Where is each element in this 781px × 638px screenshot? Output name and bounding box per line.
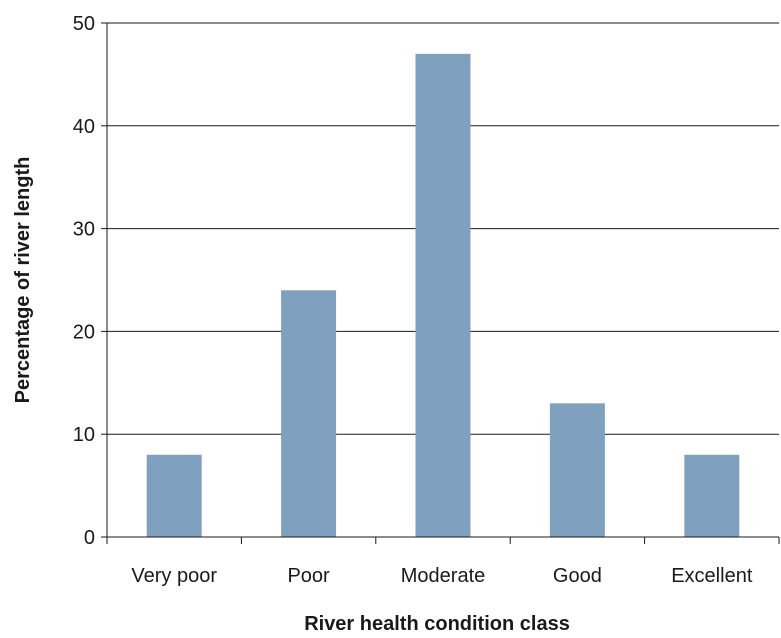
- y-axis-ticks: 0 10 20 30 40 50: [73, 13, 107, 549]
- bar-moderate: [415, 53, 471, 538]
- x-tick-label: Moderate: [401, 565, 486, 587]
- y-tick-label: 20: [73, 321, 95, 343]
- bar-very-poor: [146, 454, 202, 537]
- y-tick-label: 50: [73, 13, 95, 35]
- y-tick-label: 0: [84, 527, 95, 549]
- x-tick-label: Good: [553, 565, 602, 587]
- y-tick-label: 10: [73, 424, 95, 446]
- bar-good: [549, 403, 605, 537]
- x-axis-ticks: Very poor Poor Moderate Good Excellent: [106, 537, 780, 587]
- y-tick-label: 40: [73, 116, 95, 138]
- y-axis-title: Percentage of river length: [12, 157, 34, 404]
- x-tick-label: Excellent: [671, 565, 753, 587]
- x-tick-label: Poor: [287, 565, 330, 587]
- x-tick-label: Very poor: [131, 565, 217, 587]
- bar-excellent: [684, 454, 740, 537]
- x-axis-title: River health condition class: [304, 613, 570, 635]
- axes: [106, 23, 779, 538]
- bars: [146, 53, 740, 538]
- y-tick-label: 30: [73, 219, 95, 241]
- bar-poor: [281, 290, 337, 537]
